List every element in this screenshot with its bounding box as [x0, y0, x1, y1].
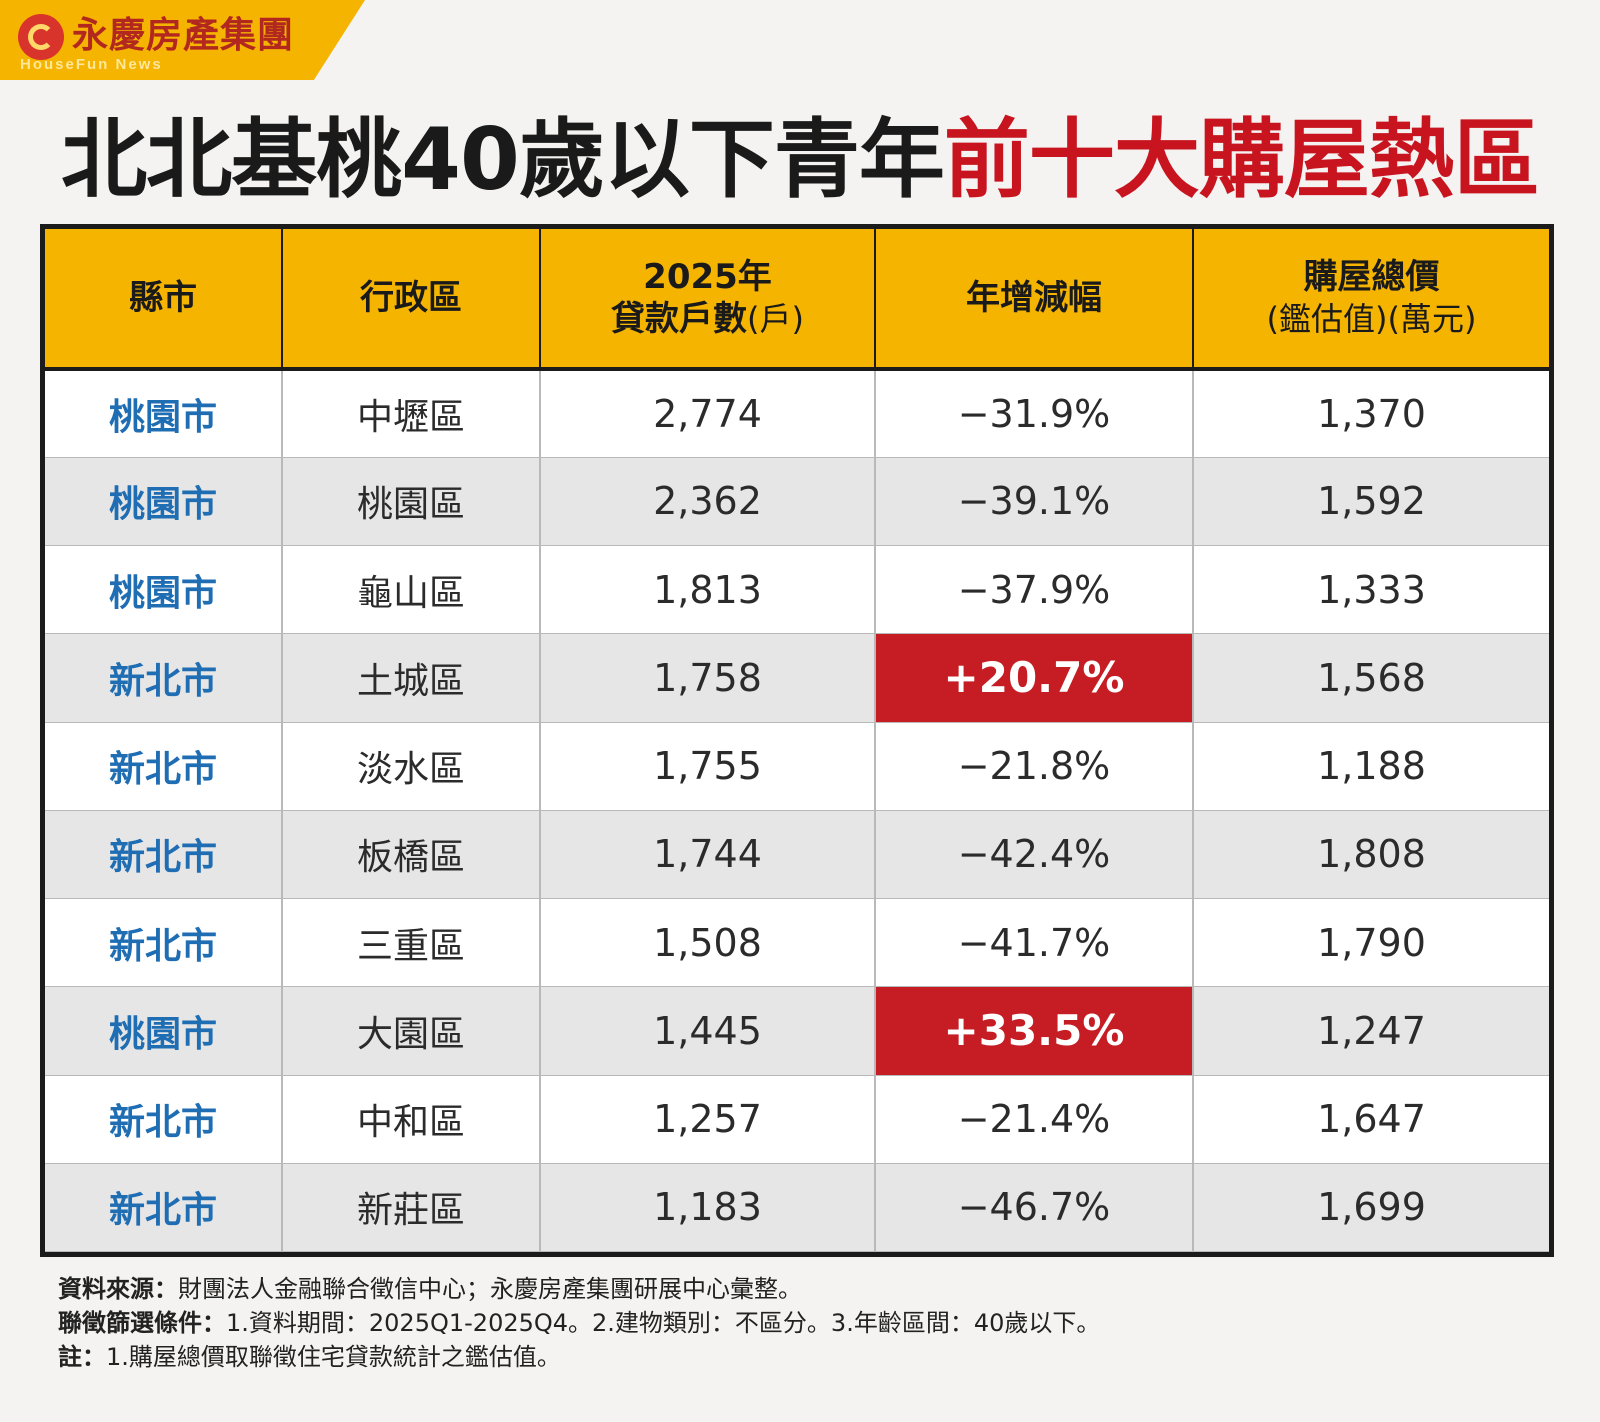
cell-city: 新北市 [45, 898, 283, 988]
header-change: 年增減幅 [875, 229, 1194, 371]
table-row: 桃園市 大園區 1,445 +33.5% 1,247 [45, 986, 1549, 1076]
cell-price: 1,790 [1193, 898, 1549, 988]
cell-city: 桃園市 [45, 369, 283, 458]
table-row: 新北市 土城區 1,758 +20.7% 1,568 [45, 633, 1549, 723]
cell-loans: 1,744 [540, 810, 876, 900]
cell-loans: 1,257 [540, 1075, 876, 1164]
table-row: 新北市 淡水區 1,755 −21.8% 1,188 [45, 722, 1549, 811]
cell-city: 新北市 [45, 722, 283, 811]
page-title: 北北基桃40歲以下青年前十大購屋熱區 [0, 110, 1600, 210]
cell-change: +20.7% [875, 633, 1194, 723]
table-row: 桃園市 桃園區 2,362 −39.1% 1,592 [45, 457, 1549, 547]
cell-price: 1,808 [1193, 810, 1549, 900]
cell-price: 1,568 [1193, 633, 1549, 723]
cell-district: 板橋區 [282, 810, 541, 900]
cell-change: −46.7% [875, 1163, 1194, 1253]
header-district: 行政區 [282, 229, 541, 371]
cell-district: 土城區 [282, 633, 541, 723]
header-loans: 2025年 貸款戶數(戶) [540, 229, 876, 371]
brand-subtitle: HouseFun News [20, 56, 163, 73]
cell-city: 桃園市 [45, 545, 283, 635]
cell-loans: 1,445 [540, 986, 876, 1076]
table-row: 桃園市 龜山區 1,813 −37.9% 1,333 [45, 545, 1549, 635]
cell-price: 1,188 [1193, 722, 1549, 811]
cell-district: 新莊區 [282, 1163, 541, 1253]
cell-district: 龜山區 [282, 545, 541, 635]
cell-price: 1,333 [1193, 545, 1549, 635]
cell-district: 三重區 [282, 898, 541, 988]
cell-price: 1,370 [1193, 369, 1549, 458]
cell-district: 淡水區 [282, 722, 541, 811]
data-table-container: 縣市 行政區 2025年 貸款戶數(戶) 年增減幅 購屋總價 (鑑估值)(萬元)… [40, 224, 1554, 1257]
cell-loans: 2,774 [540, 369, 876, 458]
header-city: 縣市 [45, 229, 283, 371]
brand-name: 永慶房產集團 [72, 15, 295, 56]
header-price: 購屋總價 (鑑估值)(萬元) [1193, 229, 1549, 371]
cell-city: 新北市 [45, 1075, 283, 1164]
note-criteria: 聯徵篩選條件：1.資料期間：2025Q1-2025Q4。2.建物類別：不區分。3… [58, 1309, 1101, 1337]
cell-change: −39.1% [875, 457, 1194, 547]
cell-district: 桃園區 [282, 457, 541, 547]
cell-district: 中壢區 [282, 369, 541, 458]
cell-city: 新北市 [45, 633, 283, 723]
cell-price: 1,592 [1193, 457, 1549, 547]
note-source: 資料來源：財團法人金融聯合徵信中心；永慶房產集團研展中心彙整。 [58, 1275, 802, 1303]
cell-price: 1,247 [1193, 986, 1549, 1076]
cell-change: +33.5% [875, 986, 1194, 1076]
cell-change: −37.9% [875, 545, 1194, 635]
footnotes: 資料來源：財團法人金融聯合徵信中心；永慶房產集團研展中心彙整。 聯徵篩選條件：1… [58, 1272, 1558, 1374]
note-remark: 註：1.購屋總價取聯徵住宅貸款統計之鑑估值。 [58, 1343, 561, 1371]
title-highlight: 前十大購屋熱區 [943, 110, 1540, 210]
cell-change: −21.8% [875, 722, 1194, 811]
cell-price: 1,699 [1193, 1163, 1549, 1253]
cell-loans: 1,813 [540, 545, 876, 635]
cell-district: 大園區 [282, 986, 541, 1076]
title-main: 北北基桃40歲以下青年 [61, 110, 945, 210]
data-table: 縣市 行政區 2025年 貸款戶數(戶) 年增減幅 購屋總價 (鑑估值)(萬元)… [45, 229, 1549, 1253]
cell-loans: 2,362 [540, 457, 876, 547]
cell-loans: 1,758 [540, 633, 876, 723]
cell-change: −21.4% [875, 1075, 1194, 1164]
table-row: 新北市 三重區 1,508 −41.7% 1,790 [45, 898, 1549, 988]
table-row: 桃園市 中壢區 2,774 −31.9% 1,370 [45, 369, 1549, 458]
cell-change: −31.9% [875, 369, 1194, 458]
cell-city: 桃園市 [45, 986, 283, 1076]
cell-loans: 1,183 [540, 1163, 876, 1253]
table-row: 新北市 新莊區 1,183 −46.7% 1,699 [45, 1163, 1549, 1253]
brand-logo-icon [18, 14, 64, 60]
cell-city: 新北市 [45, 810, 283, 900]
cell-change: −42.4% [875, 810, 1194, 900]
cell-loans: 1,755 [540, 722, 876, 811]
table-row: 新北市 中和區 1,257 −21.4% 1,647 [45, 1075, 1549, 1164]
cell-city: 桃園市 [45, 457, 283, 547]
cell-change: −41.7% [875, 898, 1194, 988]
table-row: 新北市 板橋區 1,744 −42.4% 1,808 [45, 810, 1549, 900]
cell-district: 中和區 [282, 1075, 541, 1164]
cell-city: 新北市 [45, 1163, 283, 1253]
cell-price: 1,647 [1193, 1075, 1549, 1164]
cell-loans: 1,508 [540, 898, 876, 988]
table-header-row: 縣市 行政區 2025年 貸款戶數(戶) 年增減幅 購屋總價 (鑑估值)(萬元) [45, 229, 1549, 371]
